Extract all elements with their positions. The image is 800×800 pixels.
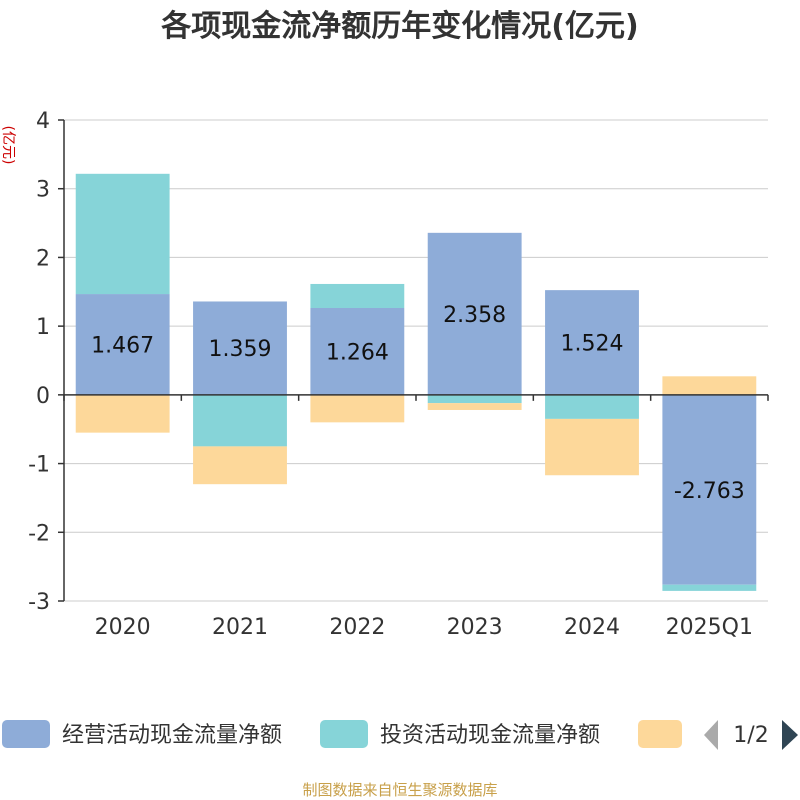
data-label: 1.359: [209, 337, 272, 362]
y-tick-label: -1: [28, 453, 50, 478]
data-label: -2.763: [674, 479, 745, 504]
legend: 经营活动现金流量净额 投资活动现金流量净额 1/2: [2, 720, 798, 750]
bars: [75, 173, 757, 591]
x-tick-labels: 2020 2021 2022 2023 2024 2025Q1: [95, 615, 753, 640]
data-label: 1.467: [91, 333, 154, 358]
bar-segment[interactable]: [75, 294, 170, 395]
data-label: 2.358: [443, 303, 506, 328]
source-note: 制图数据来自恒生聚源数据库: [302, 781, 497, 799]
legend-swatch-financing[interactable]: [638, 720, 682, 748]
legend-page-indicator: 1/2: [733, 723, 768, 748]
y-tick-label: 1: [36, 315, 50, 340]
legend-prev-page-icon[interactable]: [704, 720, 718, 750]
y-tick-labels: 4 3 2 1 0 -1 -2 -3: [28, 109, 50, 615]
x-tick-label: 2024: [564, 615, 620, 640]
x-tick-label: 2020: [95, 615, 151, 640]
y-tick-label: 3: [36, 178, 50, 203]
x-tick-label: 2021: [212, 615, 268, 640]
bar-segment[interactable]: [193, 394, 287, 447]
y-tick-label: -3: [28, 590, 50, 615]
bar-segment[interactable]: [75, 394, 170, 433]
data-labels: 1.467 1.359 1.264 2.358 1.524 -2.763: [91, 303, 745, 504]
bar-segment[interactable]: [310, 308, 405, 395]
bar-segment[interactable]: [545, 394, 639, 419]
y-tick-label: 2: [36, 246, 50, 271]
y-tick-label: 0: [36, 384, 50, 409]
bar-segment[interactable]: [662, 394, 757, 585]
legend-swatch-operating[interactable]: [2, 720, 50, 748]
chart-title: 各项现金流净额历年变化情况(亿元): [160, 9, 638, 44]
x-tick-label: 2022: [329, 615, 385, 640]
x-tick-label: 2023: [447, 615, 503, 640]
x-tick-label: 2025Q1: [666, 615, 753, 640]
bar-segment[interactable]: [545, 418, 639, 476]
bar-segment[interactable]: [662, 376, 757, 395]
legend-label-investing[interactable]: 投资活动现金流量净额: [380, 723, 600, 748]
gridlines: [64, 119, 768, 602]
bar-segment[interactable]: [193, 301, 287, 395]
y-tick-label: 4: [36, 109, 50, 134]
bar-segment[interactable]: [75, 173, 170, 295]
bar-segment[interactable]: [662, 584, 757, 591]
axes: [58, 119, 769, 602]
bar-segment[interactable]: [427, 232, 522, 395]
legend-label-operating[interactable]: 经营活动现金流量净额: [62, 723, 282, 748]
data-label: 1.264: [326, 340, 389, 365]
bar-segment[interactable]: [545, 290, 639, 395]
legend-next-page-icon[interactable]: [782, 720, 798, 750]
bar-segment[interactable]: [310, 394, 405, 423]
bar-segment[interactable]: [427, 394, 522, 404]
bar-segment[interactable]: [310, 283, 405, 309]
legend-swatch-investing[interactable]: [320, 720, 368, 748]
y-axis-unit: (亿元): [0, 126, 16, 165]
data-label: 1.524: [561, 331, 624, 356]
y-tick-label: -2: [28, 521, 50, 546]
bar-segment[interactable]: [193, 446, 287, 485]
bar-segment[interactable]: [427, 403, 522, 410]
